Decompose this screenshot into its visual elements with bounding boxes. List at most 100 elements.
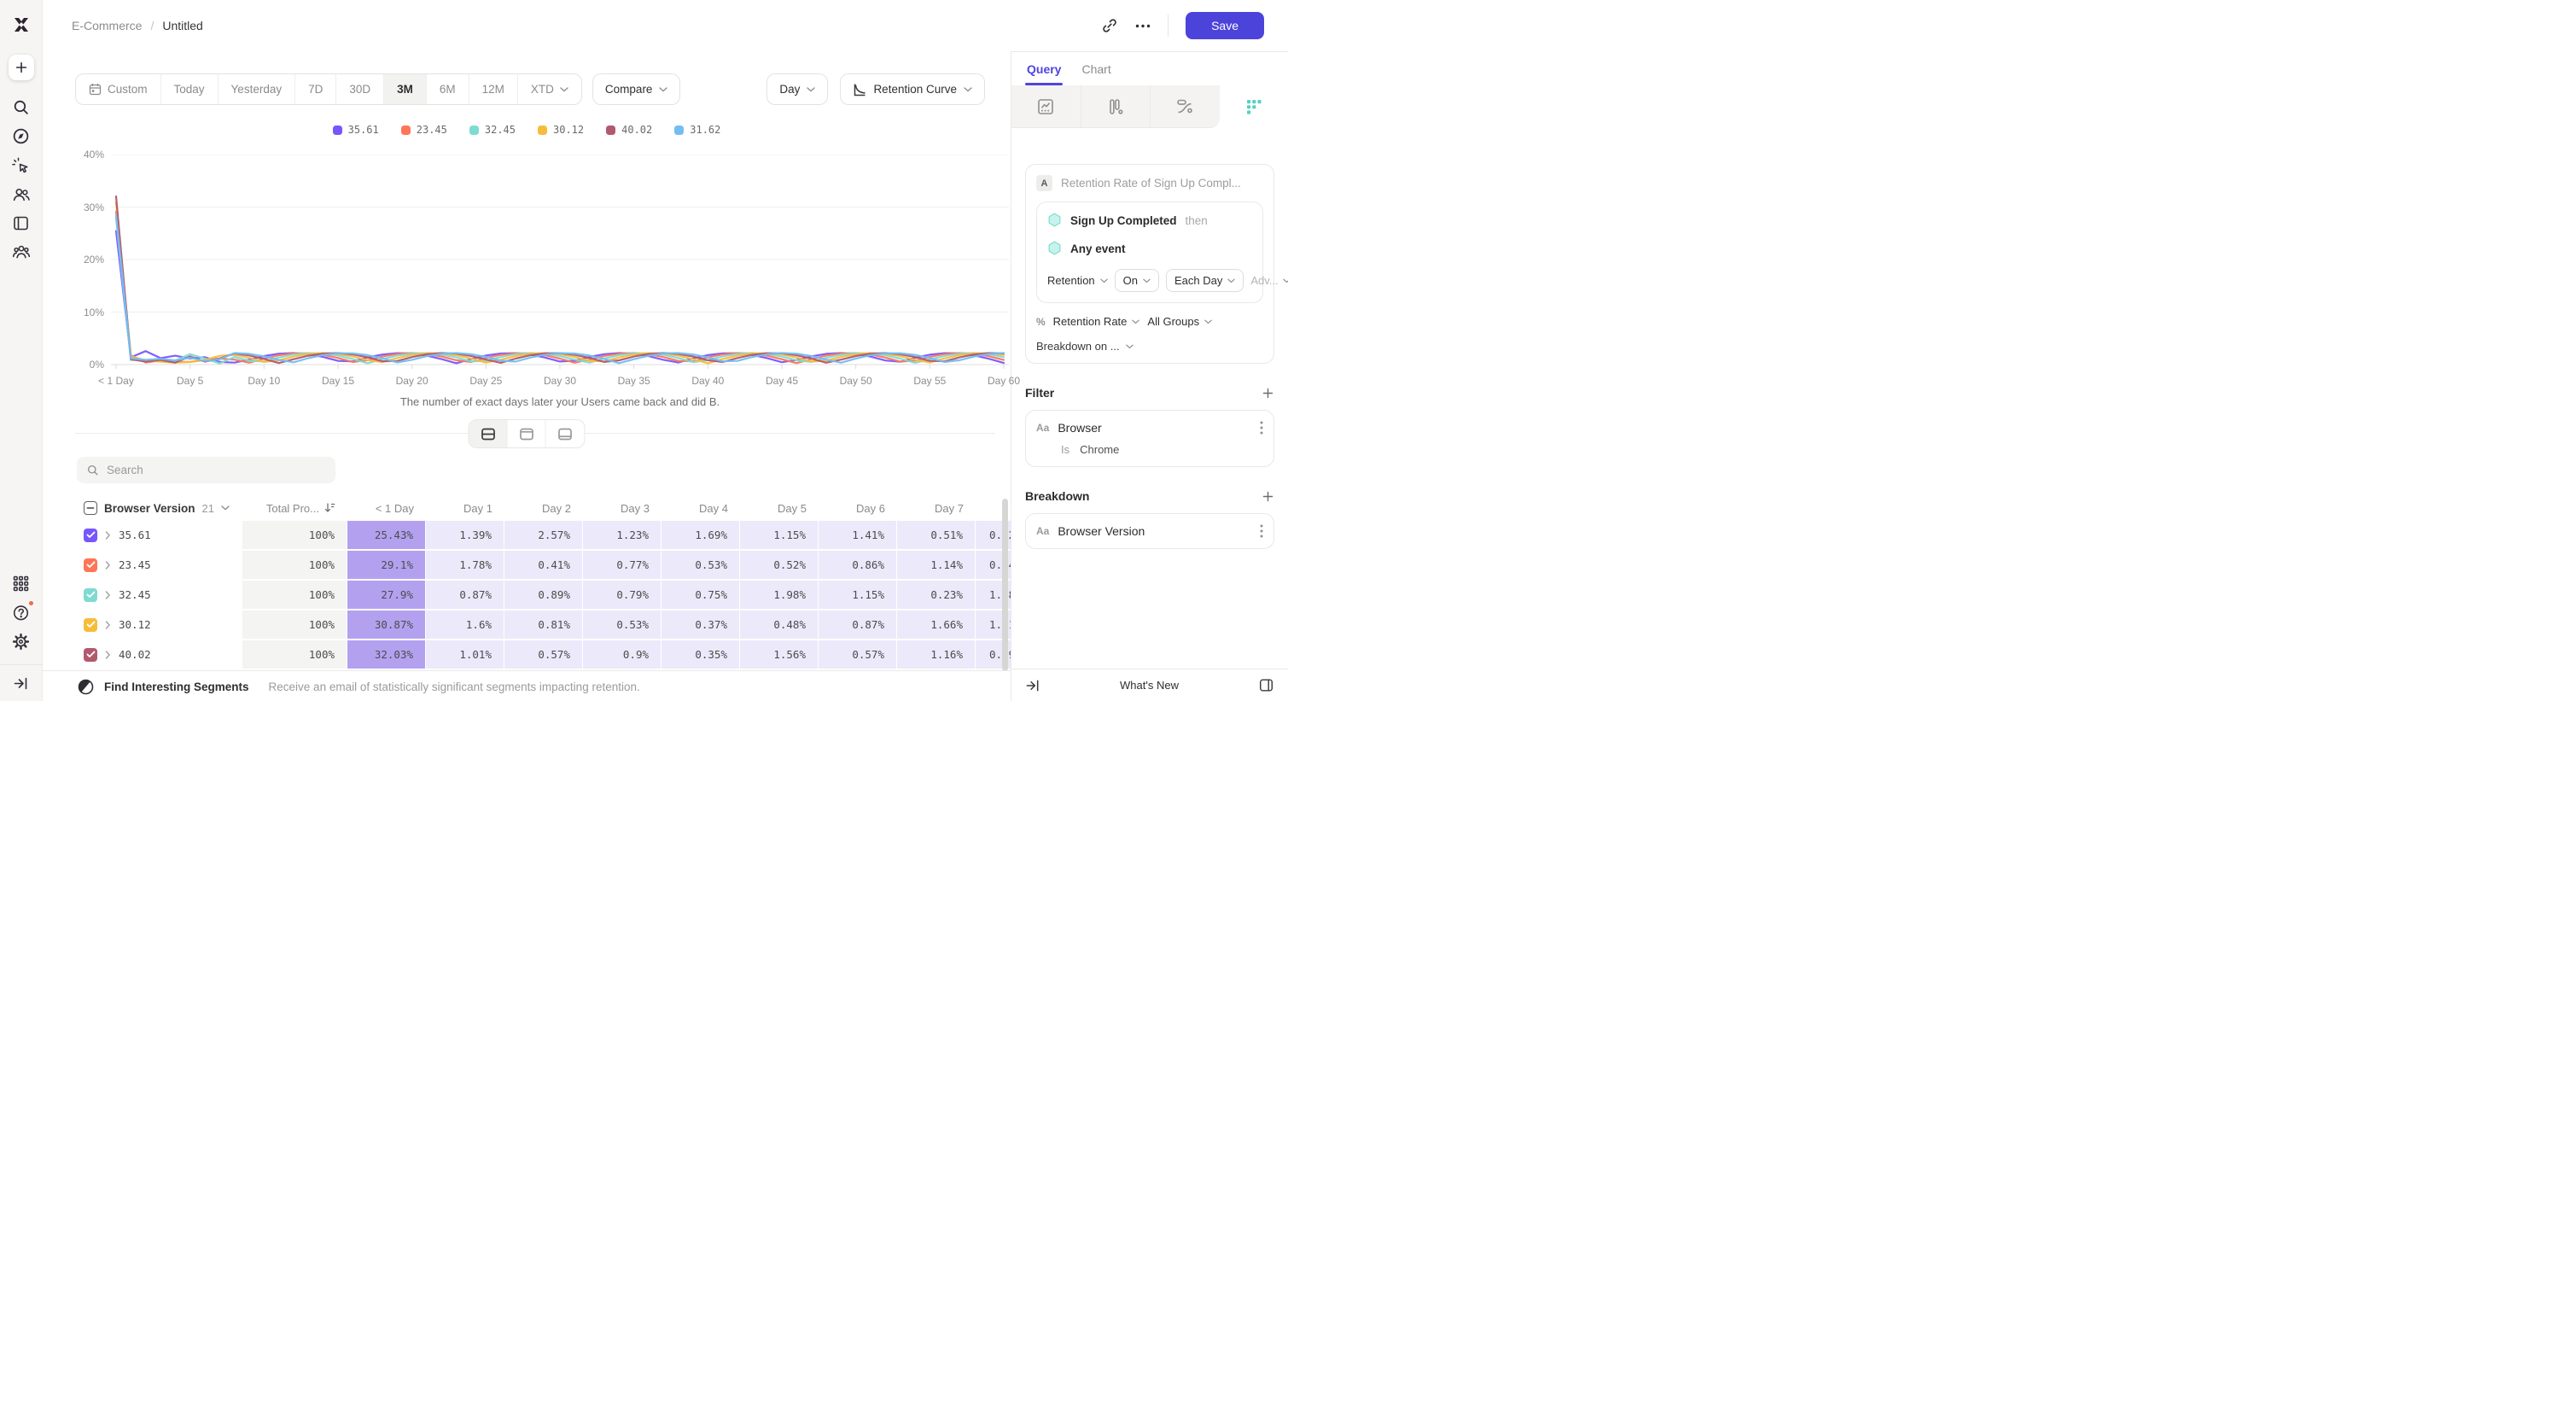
insights-report-tile[interactable] — [1011, 85, 1081, 128]
legend-item-23.45[interactable]: 23.45 — [400, 124, 447, 136]
add-filter-button[interactable] — [1262, 387, 1274, 400]
filter-value[interactable]: Chrome — [1080, 443, 1120, 456]
groups-dropdown[interactable]: All Groups — [1147, 315, 1212, 328]
day-column-header[interactable]: Day 4 — [699, 501, 728, 515]
breakdown-on-dropdown[interactable]: Breakdown on ... — [1036, 340, 1263, 353]
breakdown-kebab-menu-icon[interactable] — [1260, 524, 1263, 538]
row-checkbox[interactable] — [84, 617, 97, 632]
total-column-header[interactable]: Total Pro... — [242, 502, 347, 515]
table-search[interactable] — [77, 457, 335, 483]
filter-property-name[interactable]: Browser — [1058, 421, 1102, 435]
users-icon[interactable] — [6, 179, 37, 208]
value-cell: 1.56% — [740, 640, 819, 670]
row-checkbox[interactable] — [84, 587, 97, 602]
cohorts-group-icon[interactable] — [6, 237, 37, 266]
search-icon[interactable] — [6, 92, 37, 121]
filter-operator[interactable]: Is — [1061, 443, 1070, 456]
funnels-report-tile[interactable] — [1081, 85, 1151, 128]
legend-item-40.02[interactable]: 40.02 — [606, 124, 652, 136]
row-checkbox[interactable] — [84, 647, 97, 662]
breakdown-property-name[interactable]: Browser Version — [1058, 524, 1145, 538]
collapse-sidebar-icon[interactable] — [6, 669, 37, 698]
collapse-panel-icon[interactable] — [1025, 678, 1040, 693]
granularity-dropdown[interactable]: Day — [766, 73, 829, 105]
copy-link-icon[interactable] — [1101, 17, 1118, 34]
date-toolbar: Custom Today Yesterday 7D 30D 3M 6M 12M XTD Comp… — [75, 73, 985, 105]
compare-button[interactable]: Compare — [592, 73, 681, 105]
row-label-cell: 30.12 — [77, 610, 242, 640]
advanced-dropdown[interactable]: Adv... — [1250, 274, 1288, 287]
each-day-dropdown[interactable]: Each Day — [1166, 269, 1244, 292]
range-button-xtd[interactable]: XTD — [518, 74, 581, 104]
events-cursor-icon[interactable] — [6, 150, 37, 179]
value-cell: 29.1% — [347, 551, 426, 581]
tab-chart[interactable]: Chart — [1081, 61, 1111, 76]
layout-split-view-button[interactable] — [469, 420, 508, 447]
range-button-custom[interactable]: Custom — [76, 74, 161, 104]
expand-row-chevron-icon[interactable] — [105, 620, 111, 629]
more-options-icon[interactable] — [1135, 24, 1151, 28]
retention-report-tile[interactable] — [1219, 85, 1288, 128]
range-button-12m[interactable]: 12M — [469, 74, 518, 104]
breadcrumb-project[interactable]: E-Commerce — [72, 19, 143, 32]
legend-item-31.62[interactable]: 31.62 — [674, 124, 720, 136]
breadcrumb: E-Commerce / Untitled — [72, 19, 203, 32]
day-column-header[interactable]: Day 3 — [621, 501, 650, 515]
side-panel-icon[interactable] — [1258, 677, 1274, 693]
group-column-header[interactable]: Browser Version 21 — [77, 501, 242, 515]
range-button-30d[interactable]: 30D — [336, 74, 385, 104]
mixpanel-logo-icon — [6, 10, 37, 39]
apps-grid-icon[interactable] — [6, 569, 37, 598]
create-new-button[interactable] — [8, 55, 34, 80]
explore-compass-icon[interactable] — [6, 121, 37, 150]
row-checkbox[interactable] — [84, 528, 97, 542]
day-column-header[interactable]: Day 2 — [542, 501, 571, 515]
range-button-6m[interactable]: 6M — [427, 74, 469, 104]
select-all-checkbox[interactable] — [84, 501, 97, 515]
tab-query[interactable]: Query — [1024, 52, 1064, 85]
expand-row-chevron-icon[interactable] — [105, 650, 111, 659]
expand-row-chevron-icon[interactable] — [105, 590, 111, 599]
whats-new-link[interactable]: What's New — [1120, 679, 1179, 692]
value-cell: 1.23% — [583, 521, 661, 551]
flows-report-tile[interactable] — [1151, 85, 1220, 128]
layout-table-view-button[interactable] — [546, 420, 585, 447]
add-breakdown-button[interactable] — [1262, 490, 1274, 503]
find-segments-link[interactable]: Find Interesting Segments — [104, 681, 249, 693]
legend-item-30.12[interactable]: 30.12 — [538, 124, 584, 136]
vertical-scrollbar[interactable] — [1002, 499, 1008, 670]
day-column-header[interactable]: Day 6 — [856, 501, 885, 515]
expand-row-chevron-icon[interactable] — [105, 530, 111, 540]
filter-kebab-menu-icon[interactable] — [1260, 421, 1263, 435]
value-cell: 0.48% — [740, 610, 819, 640]
on-dropdown[interactable]: On — [1114, 269, 1159, 292]
expand-row-chevron-icon[interactable] — [105, 560, 111, 570]
range-button-today[interactable]: Today — [161, 74, 219, 104]
return-event-row[interactable]: Any event — [1047, 241, 1252, 256]
range-button-7d[interactable]: 7D — [295, 74, 337, 104]
search-input[interactable] — [107, 464, 320, 476]
day-column-header[interactable]: < 1 Day — [375, 501, 414, 515]
first-event-row[interactable]: Sign Up Completed then — [1047, 213, 1252, 228]
metric-title[interactable]: Retention Rate of Sign Up Compl... — [1061, 177, 1241, 190]
retention-type-dropdown[interactable]: Retention — [1047, 274, 1108, 287]
day-column-header[interactable]: Day 1 — [463, 501, 492, 515]
rate-dropdown[interactable]: Retention Rate — [1053, 315, 1140, 328]
boards-icon[interactable] — [6, 208, 37, 237]
row-checkbox[interactable] — [84, 558, 97, 572]
legend-item-32.45[interactable]: 32.45 — [469, 124, 516, 136]
settings-gear-icon[interactable] — [6, 627, 37, 656]
legend-item-35.61[interactable]: 35.61 — [332, 124, 379, 136]
help-icon[interactable] — [6, 598, 37, 627]
range-button-yesterday[interactable]: Yesterday — [219, 74, 296, 104]
save-button[interactable]: Save — [1186, 12, 1264, 39]
table-row: 40.02 100% 32.03% 1.01% 0.57% 0.9% 0.35% 1.56% 0… — [77, 640, 1011, 670]
chart-type-dropdown[interactable]: Retention Curve — [840, 73, 985, 105]
layout-chart-view-button[interactable] — [508, 420, 546, 447]
breadcrumb-title[interactable]: Untitled — [162, 19, 203, 32]
day-column-header[interactable]: Day 7 — [935, 501, 964, 515]
value-cell: 1.98% — [740, 581, 819, 610]
day-column-header[interactable]: Day 5 — [778, 501, 807, 515]
top-bar: E-Commerce / Untitled Save — [43, 0, 1288, 51]
range-button-3m[interactable]: 3M — [384, 74, 427, 104]
